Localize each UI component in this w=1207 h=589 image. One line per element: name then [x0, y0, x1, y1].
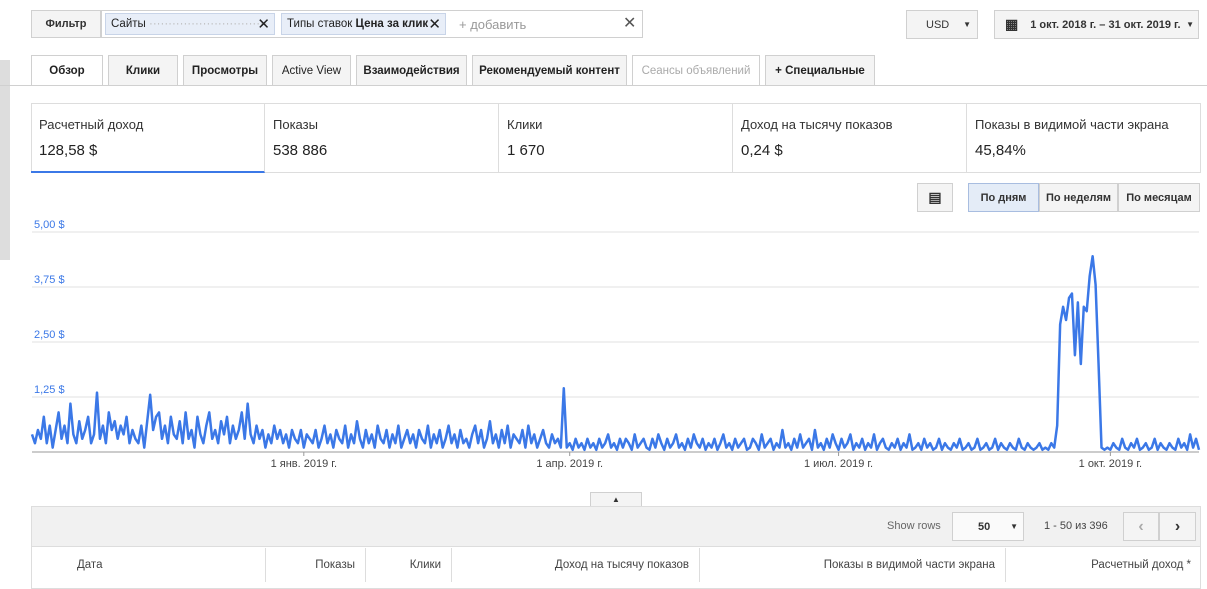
x-tick-label: 1 июл. 2019 г. — [804, 458, 873, 470]
filter-box — [101, 10, 643, 38]
next-page[interactable]: › — [1159, 512, 1196, 541]
remove-icon[interactable]: ✕ — [257, 16, 270, 33]
clear-icon[interactable]: ✕ — [623, 15, 637, 32]
prev-page[interactable]: ‹ — [1123, 512, 1159, 541]
metric-value: 0,24 $ — [741, 142, 783, 159]
annotation-button[interactable]: ▤ — [917, 183, 953, 212]
date-range-text: 1 окт. 2018 г. – 31 окт. 2019 г. — [1030, 18, 1181, 31]
chart: 1,25 $ 2,50 $ 3,75 $ 5,00 $ 1 янв. 2019 г. 1 … — [30, 219, 1201, 470]
currency-select[interactable]: USD ▼ — [906, 10, 978, 39]
tab[interactable]: Просмотры — [183, 55, 267, 85]
line-series — [30, 254, 1201, 452]
y-tick-label: 5,00 $ — [34, 219, 65, 231]
collapse-toggle[interactable]: ▲ — [590, 492, 642, 507]
metric-value: 538 886 — [273, 142, 328, 159]
tab[interactable]: Клики — [108, 55, 178, 85]
show-rows-label: Show rows — [887, 520, 941, 532]
column-header[interactable]: Показы — [266, 548, 366, 582]
column-header[interactable]: Доход на тысячу показов — [452, 548, 700, 582]
tab-label: Специальные — [785, 64, 865, 77]
metric-card[interactable]: Расчетный доход 128,58 $ — [31, 103, 265, 173]
metric-card[interactable]: Показы 538 886 — [265, 103, 499, 173]
page-range: 1 - 50 из 396 — [1044, 520, 1108, 532]
metric-label: Расчетный доход — [39, 117, 144, 132]
metric-value: 45,84% — [975, 142, 1026, 159]
period-button[interactable]: По месяцам — [1118, 183, 1200, 212]
divider — [0, 85, 1207, 86]
period-button[interactable]: По неделям — [1039, 183, 1118, 212]
metric-card[interactable]: Клики 1 670 — [499, 103, 733, 173]
metric-card[interactable]: Доход на тысячу показов 0,24 $ — [733, 103, 967, 173]
rows-value: 50 — [978, 520, 991, 533]
chip-label: Сайты — [111, 18, 146, 30]
metric-value: 128,58 $ — [39, 142, 98, 159]
scrollbar — [0, 60, 10, 260]
chip-label: Типы ставок — [287, 18, 353, 30]
chip-value: Цена за клик — [355, 18, 429, 30]
period-button[interactable]: По дням — [968, 183, 1039, 212]
tab[interactable]: Обзор — [31, 55, 103, 86]
metric-card[interactable]: Показы в видимой части экрана 45,84% — [967, 103, 1201, 173]
x-tick-label: 1 апр. 2019 г. — [536, 458, 603, 470]
rows-select[interactable]: 50 ▼ — [952, 512, 1024, 541]
column-header[interactable]: Клики — [366, 548, 452, 582]
metric-value: 1 670 — [507, 142, 545, 159]
tab[interactable]: Active View — [272, 55, 351, 85]
filter-chip[interactable]: Сайты ······························· ✕ — [105, 13, 275, 35]
x-tick-label: 1 окт. 2019 г. — [1079, 458, 1142, 470]
metric-label: Клики — [507, 117, 543, 132]
tab[interactable]: Рекомендуемый контент — [472, 55, 627, 85]
tab[interactable]: Взаимодействия — [356, 55, 467, 85]
metric-label: Показы в видимой части экрана — [975, 117, 1169, 132]
column-header[interactable]: Показы в видимой части экрана — [700, 548, 1006, 582]
tab[interactable]: + Специальные — [765, 55, 875, 85]
remove-icon[interactable]: ✕ — [428, 16, 441, 33]
add-filter[interactable]: + добавить — [459, 17, 527, 32]
table-header — [31, 546, 1201, 589]
metric-label: Показы — [273, 117, 318, 132]
filter-button[interactable]: Фильтр — [31, 10, 101, 38]
metrics — [31, 103, 1201, 173]
y-tick-label: 1,25 $ — [34, 384, 65, 396]
y-tick-label: 3,75 $ — [34, 274, 65, 286]
column-header[interactable]: Дата — [31, 548, 266, 582]
x-tick-label: 1 янв. 2019 г. — [271, 458, 337, 470]
y-tick-label: 2,50 $ — [34, 329, 65, 341]
tab: Сеансы объявлений — [632, 55, 760, 85]
date-range[interactable]: ▦ 1 окт. 2018 г. – 31 окт. 2019 г. ▼ — [994, 10, 1199, 39]
column-header[interactable]: Расчетный доход * — [1091, 559, 1191, 571]
metric-label: Доход на тысячу показов — [741, 117, 893, 132]
filter-chip[interactable]: Типы ставок Цена за клик ✕ — [281, 13, 446, 35]
currency: USD — [926, 18, 950, 31]
